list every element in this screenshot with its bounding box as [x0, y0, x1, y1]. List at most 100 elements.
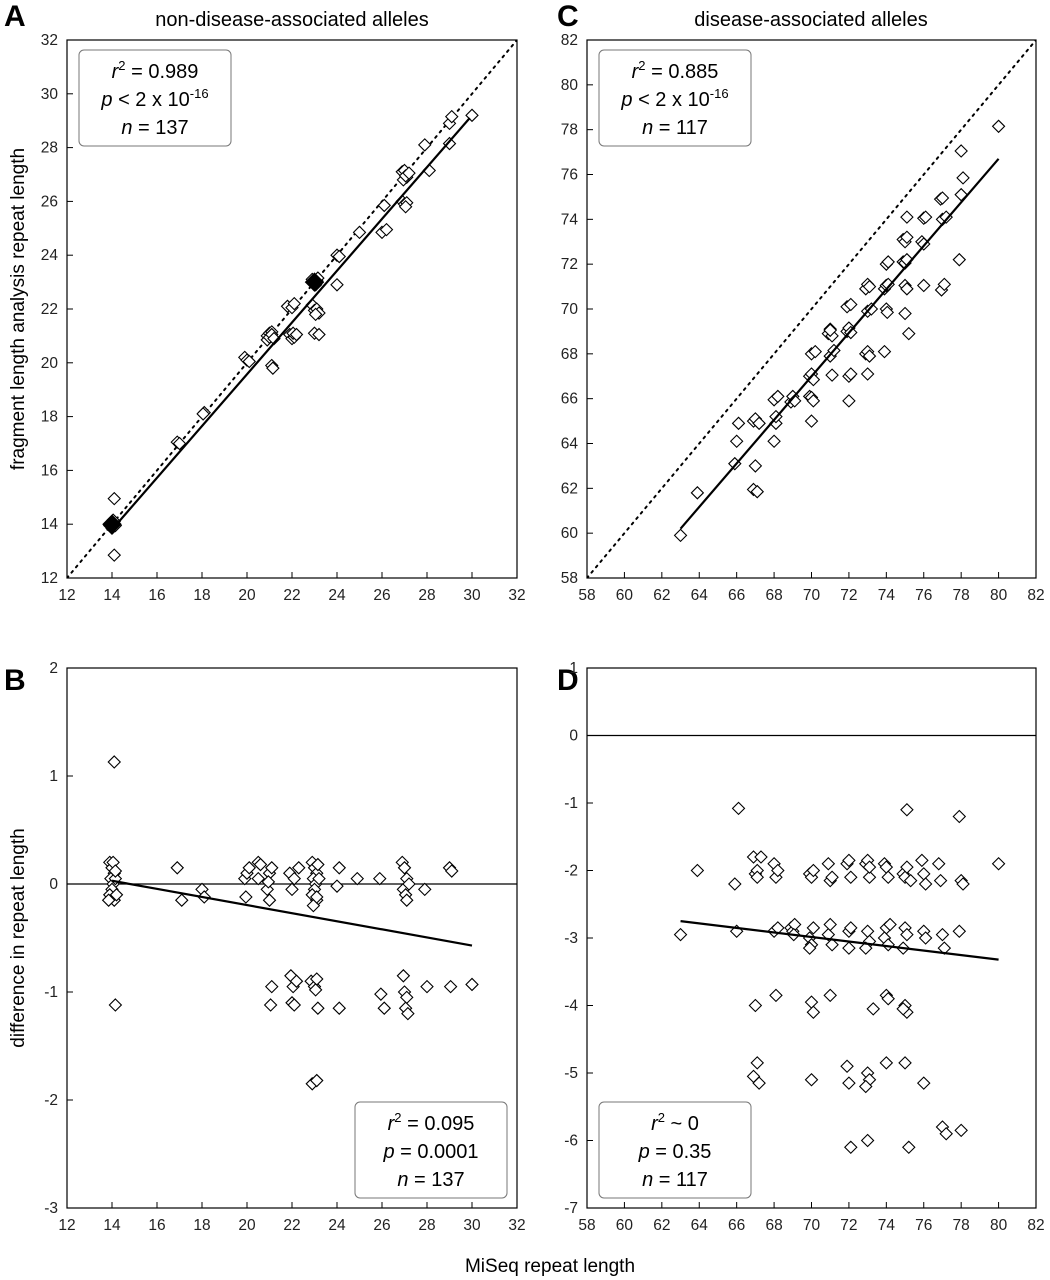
stats-box: r2 = 0.095 p = 0.0001 n = 137	[354, 1101, 508, 1199]
data-point	[174, 893, 189, 907]
x-tick-label: 24	[328, 587, 346, 604]
stats-box: r2 = 0.989 p < 2 x 10-16 n = 137	[78, 49, 232, 147]
data-point	[750, 1056, 765, 1070]
data-point	[752, 416, 766, 431]
y-tick-label: 0	[569, 728, 578, 745]
y-tick-label: 70	[561, 301, 579, 318]
y-tick-label: 2	[49, 660, 58, 677]
data-point	[108, 998, 123, 1012]
data-point	[860, 1133, 875, 1148]
y-tick-label: 12	[41, 570, 58, 587]
x-tick-label: 18	[193, 587, 210, 604]
data-point	[933, 873, 948, 888]
data-point	[291, 861, 306, 875]
data-point	[898, 1056, 912, 1070]
data-point	[690, 863, 705, 878]
data-point	[285, 882, 299, 897]
data-point	[862, 279, 877, 294]
data-point	[444, 109, 459, 124]
data-point	[918, 931, 933, 945]
x-tick-label: 30	[463, 1217, 481, 1234]
x-tick-label: 60	[616, 587, 634, 604]
y-tick-label: 0	[49, 876, 58, 893]
data-point	[825, 937, 839, 952]
y-axis-label: fragment length analysis repeat length	[8, 148, 29, 470]
x-tick-label: 76	[915, 587, 932, 604]
data-point	[900, 210, 914, 224]
stats-box: r2 = 0.885 p < 2 x 10-16 n = 117	[598, 49, 752, 147]
y-tick-label: -5	[564, 1065, 578, 1082]
data-point	[332, 1001, 347, 1015]
data-point	[728, 877, 742, 891]
data-point	[398, 200, 413, 214]
regression-line	[679, 158, 1000, 530]
data-point	[844, 1140, 858, 1155]
data-point	[823, 988, 837, 1003]
y-tick-label: 80	[561, 77, 579, 94]
x-tick-label: 76	[915, 1217, 932, 1234]
x-tick-label: 74	[878, 1217, 896, 1234]
y-tick-label: 16	[41, 462, 58, 479]
x-tick-label: 58	[578, 1217, 595, 1234]
n-count-label: n = 117	[642, 1169, 708, 1191]
x-tick-label: 32	[508, 587, 525, 604]
data-point	[900, 282, 914, 296]
data-point	[916, 1076, 931, 1090]
data-point	[309, 890, 324, 904]
x-tick-label: 68	[765, 587, 782, 604]
data-point	[825, 870, 839, 885]
x-tick-label: 58	[578, 587, 595, 604]
panel-title: disease-associated alleles	[694, 9, 927, 31]
data-point	[350, 871, 365, 886]
data-point	[844, 367, 858, 381]
data-point	[442, 136, 457, 151]
data-point	[935, 927, 950, 942]
data-point	[858, 1079, 873, 1094]
x-tick-label: 26	[373, 587, 390, 604]
p-value-label: p = 0.35	[638, 1141, 712, 1163]
data-point	[991, 119, 1006, 134]
y-tick-label: 32	[41, 32, 58, 49]
x-tick-label: 62	[653, 1217, 670, 1234]
data-point	[896, 1002, 910, 1016]
data-point	[954, 1123, 968, 1138]
n-count-label: n = 117	[642, 117, 708, 139]
x-tick-label: 80	[990, 587, 1008, 604]
data-point	[465, 977, 479, 992]
p-value-label: p < 2 x 10-16	[620, 86, 728, 111]
regression-line	[680, 920, 999, 961]
data-point	[956, 877, 970, 891]
data-point	[771, 863, 785, 878]
data-point	[821, 856, 836, 871]
y-tick-label: 1	[49, 768, 58, 785]
data-point	[443, 979, 458, 994]
data-point	[101, 893, 116, 907]
x-tick-label: 62	[653, 587, 670, 604]
y-tick-label: 18	[41, 409, 58, 426]
data-point	[881, 255, 895, 269]
dense-point-cluster	[304, 272, 325, 292]
y-tick-label: -1	[44, 984, 58, 1001]
plot-area	[67, 755, 517, 1091]
y-tick-label: -2	[564, 863, 578, 880]
data-point	[251, 871, 266, 886]
data-point	[804, 414, 819, 428]
data-point	[242, 354, 257, 369]
data-point	[396, 969, 411, 983]
data-point	[239, 890, 253, 904]
data-point	[731, 416, 746, 431]
panel-letter: A	[4, 0, 26, 33]
x-tick-label: 78	[953, 1217, 970, 1234]
data-point	[881, 937, 895, 952]
data-point	[748, 998, 763, 1013]
x-tick-label: 72	[840, 587, 857, 604]
data-point	[939, 1126, 953, 1141]
data-point	[804, 1072, 819, 1087]
y-tick-label: 30	[41, 86, 59, 103]
data-point	[420, 979, 434, 994]
plot-area	[587, 734, 1036, 1155]
x-tick-label: 24	[328, 1217, 346, 1234]
plot-frame	[66, 667, 518, 1209]
shared-x-axis-label: MiSeq repeat length	[465, 1256, 635, 1277]
